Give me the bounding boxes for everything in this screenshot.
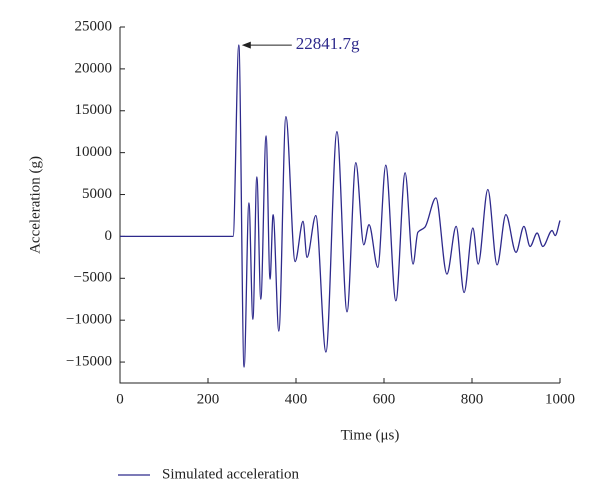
x-tick-label: 0 xyxy=(116,391,124,407)
x-tick-label: 1000 xyxy=(545,391,575,407)
annotation-arrowhead xyxy=(241,41,251,49)
y-tick-label: 0 xyxy=(105,228,113,244)
x-tick-label: 200 xyxy=(197,391,220,407)
y-tick-label: −5000 xyxy=(74,270,112,286)
y-tick-label: 10000 xyxy=(75,144,113,160)
y-tick-label: −10000 xyxy=(66,312,112,328)
y-tick-label: 5000 xyxy=(82,186,112,202)
x-tick-label: 600 xyxy=(373,391,396,407)
y-axis-label: Acceleration (g) xyxy=(27,156,43,254)
x-tick-label: 800 xyxy=(461,391,484,407)
y-tick-label: 25000 xyxy=(75,18,113,34)
y-tick-label: 15000 xyxy=(75,102,113,118)
x-tick-label: 400 xyxy=(285,391,308,407)
y-tick-label: 20000 xyxy=(75,60,113,76)
data-line xyxy=(120,44,561,368)
x-axis-label: Time (μs) xyxy=(341,427,400,443)
annotation: 22841.7g xyxy=(296,34,360,53)
y-tick-label: −15000 xyxy=(66,353,112,369)
axes xyxy=(119,27,560,384)
legend-label: Simulated acceleration xyxy=(162,466,300,482)
